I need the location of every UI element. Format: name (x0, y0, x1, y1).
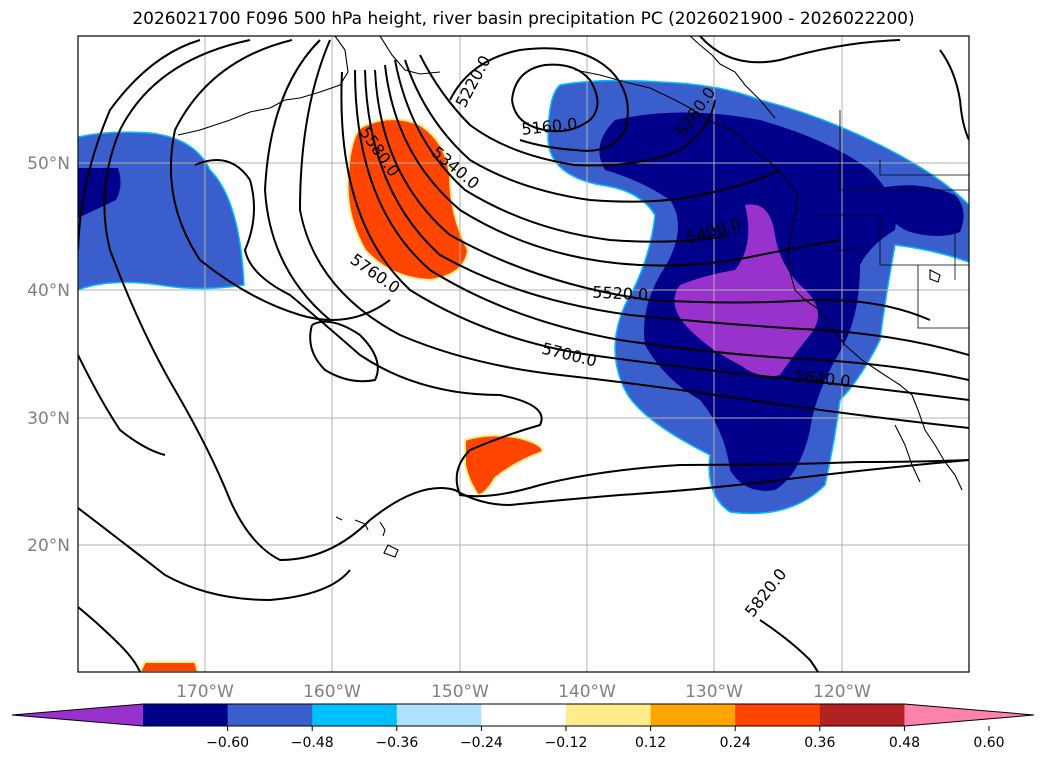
negative-anomaly-west (78, 131, 245, 291)
colorbar-tick-label: −0.24 (460, 735, 503, 751)
lon-label-140w: 140°W (558, 682, 616, 702)
latitude-labels: 50°N 40°N 30°N 20°N (27, 154, 70, 556)
contour-5400 (384, 64, 841, 267)
contour-label-5220: 5220.0 (452, 52, 495, 110)
contour-5280 (419, 54, 716, 167)
colorbar-segment (819, 704, 905, 726)
contour-5820 (759, 619, 819, 672)
contour-label-5820: 5820.0 (741, 565, 790, 621)
contour-5760-low (309, 320, 379, 383)
colorbar-extend-max (904, 704, 1034, 726)
contour-5580 (263, 39, 331, 321)
gridlines (78, 36, 969, 672)
contour-5640 (340, 71, 969, 401)
map-frame (77, 35, 970, 673)
colorbar-tick-label: 0.48 (889, 735, 920, 751)
colorbar-extend-min (12, 704, 143, 726)
colorbar-segment (735, 704, 821, 726)
contour-label-5700: 5700.0 (540, 339, 599, 371)
colorbar-segment (566, 704, 652, 726)
colorbar-tick-label: −0.48 (291, 735, 334, 751)
map-area: 5220.0 5160.0 5580.0 5340.0 5400.0 5280.… (78, 36, 969, 672)
colorbar-tick-label: 0.12 (635, 735, 666, 751)
lat-label-20n: 20°N (27, 536, 70, 556)
lat-label-40n: 40°N (27, 281, 70, 301)
colorbar-tick-label: 0.36 (804, 735, 835, 751)
colorbar-ticks: −0.60 −0.48 −0.36 −0.24 −0.12 0.12 0.24 0.36 0.4… (206, 726, 1005, 751)
lon-label-150w: 150°W (431, 682, 489, 702)
contour-5340 (404, 59, 781, 203)
contour-5160 (511, 63, 599, 133)
lat-label-50n: 50°N (27, 154, 70, 174)
colorbar-tick-label: −0.36 (375, 735, 418, 751)
coastlines (177, 36, 963, 558)
lon-label-120w: 120°W (813, 682, 871, 702)
contour-5520 (364, 69, 969, 356)
height-contours (78, 36, 969, 672)
colorbar-tick-label: −0.12 (545, 735, 588, 751)
colorbar-segment (481, 704, 567, 726)
colorbar-segment (312, 704, 398, 726)
map-title: 2026021700 F096 500 hPa height, river ba… (132, 9, 915, 29)
contour-5220 (449, 47, 629, 152)
lon-label-130w: 130°W (685, 682, 743, 702)
lon-label-160w: 160°W (303, 682, 361, 702)
colorbar-tick-label: 0.60 (973, 735, 1004, 751)
colorbar (11, 703, 1035, 727)
contour-label-5520: 5520.0 (592, 283, 649, 305)
political-borders (815, 110, 969, 329)
colorbar-tick-label: −0.60 (206, 735, 249, 751)
longitude-labels: 170°W 160°W 150°W 140°W 130°W 120°W (176, 682, 871, 702)
lat-label-30n: 30°N (27, 409, 70, 429)
colorbar-outline (11, 703, 1035, 727)
lon-label-170w: 170°W (176, 682, 234, 702)
colorbar-tick-label: 0.24 (720, 735, 751, 751)
colorbar-segment (143, 704, 229, 726)
colorbar-segment (396, 704, 482, 726)
colorbar-segment (227, 704, 313, 726)
colorbar-segment (650, 704, 736, 726)
contour-5700 (298, 39, 969, 429)
